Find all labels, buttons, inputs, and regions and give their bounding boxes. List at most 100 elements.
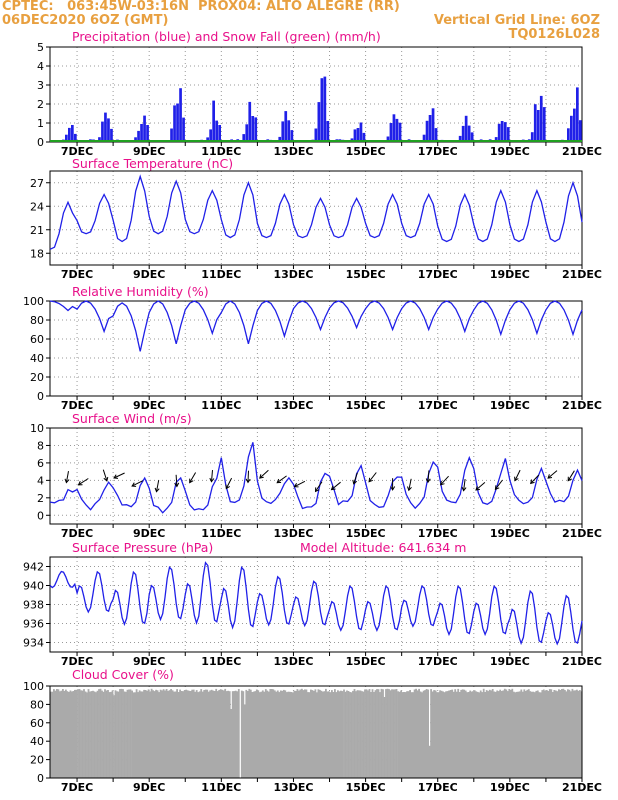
cloud-bar (364, 689, 366, 778)
plot-frame (49, 556, 583, 653)
precip-bar (248, 101, 252, 142)
cloud-bar (386, 688, 389, 778)
precip-bar (134, 137, 137, 142)
cloud-bar (56, 689, 58, 778)
cloud-bar (179, 689, 181, 778)
precip-bar (461, 125, 465, 142)
precip-bar (573, 108, 576, 142)
precip-bar (536, 110, 540, 142)
cloud-bar (248, 688, 251, 778)
panel-title: Relative Humidity (%) (72, 284, 209, 299)
wind-arrow (427, 470, 430, 483)
cloud-bar (219, 689, 222, 778)
cloud-bar (59, 691, 61, 778)
plot-frame (49, 685, 583, 779)
station-line: CPTEC: 063:45W-03:16N PROX04: ALTO ALEGR… (2, 0, 400, 14)
cloud-bar (428, 745, 431, 778)
cloud-bar (535, 690, 538, 778)
precip-bar (245, 124, 249, 142)
x-tick-label: 21DEC (562, 527, 602, 540)
wind-arrow-head (475, 486, 480, 491)
wind-arrow-head (259, 474, 264, 479)
cloud-bar (272, 689, 275, 778)
y-tick-label: 20 (30, 371, 44, 384)
cloud-bar (51, 691, 54, 778)
cloud-bar (150, 688, 153, 778)
cloud-bar (514, 692, 517, 778)
cloud-bar (68, 692, 70, 778)
cloud-bar (343, 689, 345, 778)
cloud-bar (165, 689, 168, 778)
cloud-bar (207, 691, 210, 778)
cloud-bar (326, 691, 329, 778)
y-tick-label: 10 (30, 422, 44, 435)
cloud-bar (206, 689, 209, 778)
cloud-bar (147, 689, 150, 778)
cloud-bar (395, 689, 398, 778)
cloud-bar (230, 709, 233, 778)
cloud-bar (482, 688, 485, 778)
precip-bar (506, 127, 510, 142)
cloud-bar (335, 692, 338, 778)
cloud-bar (227, 690, 230, 778)
cloud-bar (517, 691, 520, 778)
precip-bar (579, 120, 582, 142)
cloud-bar (215, 688, 218, 778)
precip-bar (176, 103, 179, 142)
cloud-bar (344, 691, 347, 778)
cloud-bar (317, 689, 320, 778)
wind-arrow-head (439, 480, 445, 486)
cloud-bar (433, 690, 435, 778)
cloud-bar (301, 688, 303, 778)
cloud-bar (461, 689, 464, 778)
x-tick-label: 15DEC (346, 655, 386, 668)
cloud-bar (84, 691, 87, 778)
cloud-bar (544, 690, 547, 778)
precip-bar (467, 125, 471, 142)
wind-arrow (189, 472, 197, 483)
cloud-bar (228, 691, 231, 778)
cloud-bar (284, 690, 287, 778)
cloud-bar (320, 690, 323, 778)
cloud-bar (114, 690, 117, 778)
cloud-bar (144, 690, 147, 778)
cloud-bar (261, 690, 264, 778)
precip-bar (359, 122, 363, 142)
cloud-bar (427, 689, 429, 778)
cloud-bar (323, 691, 326, 778)
cloud-bar (505, 689, 508, 778)
wind-arrow (247, 470, 249, 483)
precip-bar (353, 129, 357, 142)
cloud-bar (69, 690, 72, 778)
wind-arrow-head (103, 476, 109, 482)
cloud-bar (403, 692, 405, 778)
cloud-bar (188, 690, 191, 778)
x-tick-label: 17DEC (418, 145, 458, 158)
precip-bar (494, 137, 498, 142)
precip-bar (215, 120, 218, 142)
cloud-bar (493, 691, 496, 778)
cloud-bar (126, 689, 129, 778)
precip-bar (179, 88, 182, 142)
cloud-bar (273, 690, 276, 778)
y-tick-label: 40 (30, 735, 44, 748)
cloud-bar (182, 691, 184, 778)
wind-arrow-head (77, 480, 83, 486)
wind-arrow-head (276, 478, 282, 484)
cloud-bar (400, 690, 402, 778)
x-tick-label: 7DEC (61, 655, 93, 668)
cloud-bar (270, 689, 273, 778)
cloud-bar (86, 692, 88, 778)
cloud-bar (183, 690, 186, 778)
precip-bar (458, 135, 462, 142)
cloud-bar (135, 689, 138, 778)
precip-bar (251, 116, 255, 142)
x-tick-label: 7DEC (61, 268, 93, 281)
y-tick-label: 24 (30, 200, 44, 213)
y-tick-label: 0 (37, 509, 44, 522)
cloud-bar (500, 691, 503, 778)
cloud-bar (548, 689, 551, 778)
precip-bar (68, 127, 71, 142)
x-tick-label: 13DEC (273, 655, 313, 668)
x-tick-label: 21DEC (562, 399, 602, 412)
